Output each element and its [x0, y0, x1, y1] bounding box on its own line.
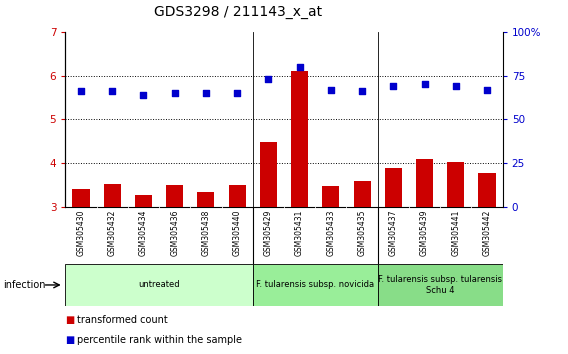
- Text: GSM305433: GSM305433: [327, 209, 335, 256]
- Bar: [378, 264, 503, 306]
- Bar: [416, 159, 433, 207]
- Text: percentile rank within the sample: percentile rank within the sample: [77, 335, 241, 345]
- Text: F. tularensis subsp. tularensis
Schu 4: F. tularensis subsp. tularensis Schu 4: [378, 275, 502, 295]
- Point: [76, 88, 86, 94]
- Point: [326, 87, 335, 92]
- Bar: [353, 181, 371, 207]
- Point: [451, 83, 460, 89]
- Text: GSM305439: GSM305439: [420, 209, 429, 256]
- Point: [264, 76, 273, 82]
- Bar: [228, 185, 246, 207]
- Bar: [385, 168, 402, 207]
- Point: [108, 88, 117, 94]
- Point: [233, 90, 242, 96]
- Bar: [135, 195, 152, 207]
- Text: GSM305429: GSM305429: [264, 209, 273, 256]
- Text: GSM305436: GSM305436: [170, 209, 179, 256]
- Point: [358, 88, 367, 94]
- Text: GSM305434: GSM305434: [139, 209, 148, 256]
- Text: ■: ■: [65, 335, 74, 345]
- Text: GSM305437: GSM305437: [389, 209, 398, 256]
- Point: [483, 87, 492, 92]
- Text: F. tularensis subsp. novicida: F. tularensis subsp. novicida: [256, 280, 374, 290]
- Text: untreated: untreated: [138, 280, 180, 290]
- Bar: [72, 189, 90, 207]
- Point: [170, 90, 179, 96]
- Text: GSM305430: GSM305430: [77, 209, 85, 256]
- Bar: [65, 264, 253, 306]
- Text: GSM305441: GSM305441: [452, 209, 460, 256]
- Text: GSM305435: GSM305435: [358, 209, 366, 256]
- Text: GSM305438: GSM305438: [202, 209, 210, 256]
- Bar: [166, 185, 183, 207]
- Text: transformed count: transformed count: [77, 315, 168, 325]
- Text: GSM305442: GSM305442: [483, 209, 491, 256]
- Bar: [478, 173, 496, 207]
- Text: GSM305432: GSM305432: [108, 209, 116, 256]
- Bar: [197, 192, 215, 207]
- Text: ■: ■: [65, 315, 74, 325]
- Text: GSM305440: GSM305440: [233, 209, 241, 256]
- Bar: [447, 162, 465, 207]
- Bar: [260, 142, 277, 207]
- Text: infection: infection: [3, 280, 45, 290]
- Point: [139, 92, 148, 98]
- Bar: [253, 264, 378, 306]
- Bar: [103, 184, 121, 207]
- Point: [295, 64, 304, 70]
- Text: GSM305431: GSM305431: [295, 209, 304, 256]
- Bar: [291, 71, 308, 207]
- Point: [420, 81, 429, 87]
- Text: GDS3298 / 211143_x_at: GDS3298 / 211143_x_at: [154, 5, 323, 19]
- Point: [389, 83, 398, 89]
- Bar: [322, 186, 340, 207]
- Point: [202, 90, 211, 96]
